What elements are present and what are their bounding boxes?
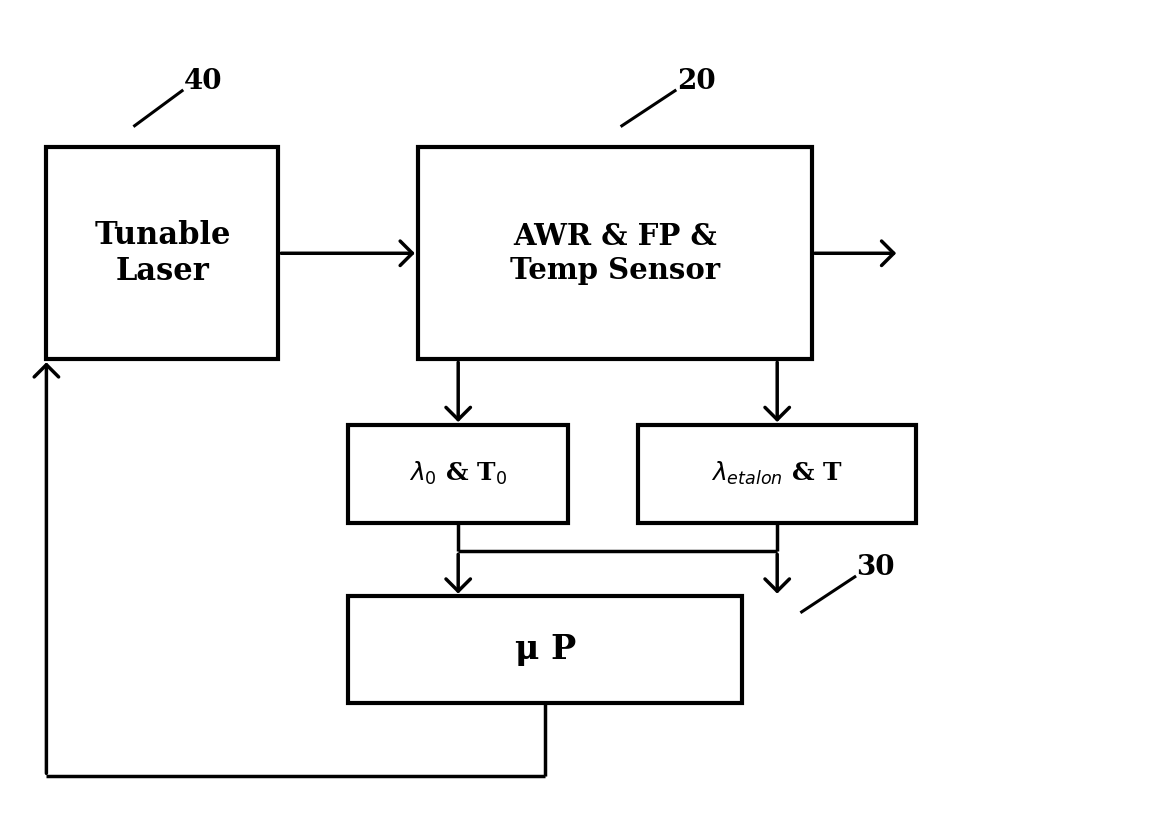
Bar (46, 147, 278, 359)
Text: μ P: μ P (515, 633, 575, 666)
Text: 30: 30 (856, 554, 896, 582)
Bar (348, 425, 568, 523)
Text: $\lambda_{etalon}$ & T: $\lambda_{etalon}$ & T (711, 460, 843, 488)
Text: AWR & FP &
Temp Sensor: AWR & FP & Temp Sensor (509, 222, 720, 284)
Text: $\lambda_{0}$ & T$_{0}$: $\lambda_{0}$ & T$_{0}$ (409, 460, 507, 488)
Bar (418, 147, 812, 359)
Text: Tunable
Laser: Tunable Laser (94, 220, 231, 287)
Text: 40: 40 (183, 68, 223, 96)
Bar (638, 425, 916, 523)
Text: 20: 20 (676, 68, 716, 96)
Bar (348, 596, 742, 703)
